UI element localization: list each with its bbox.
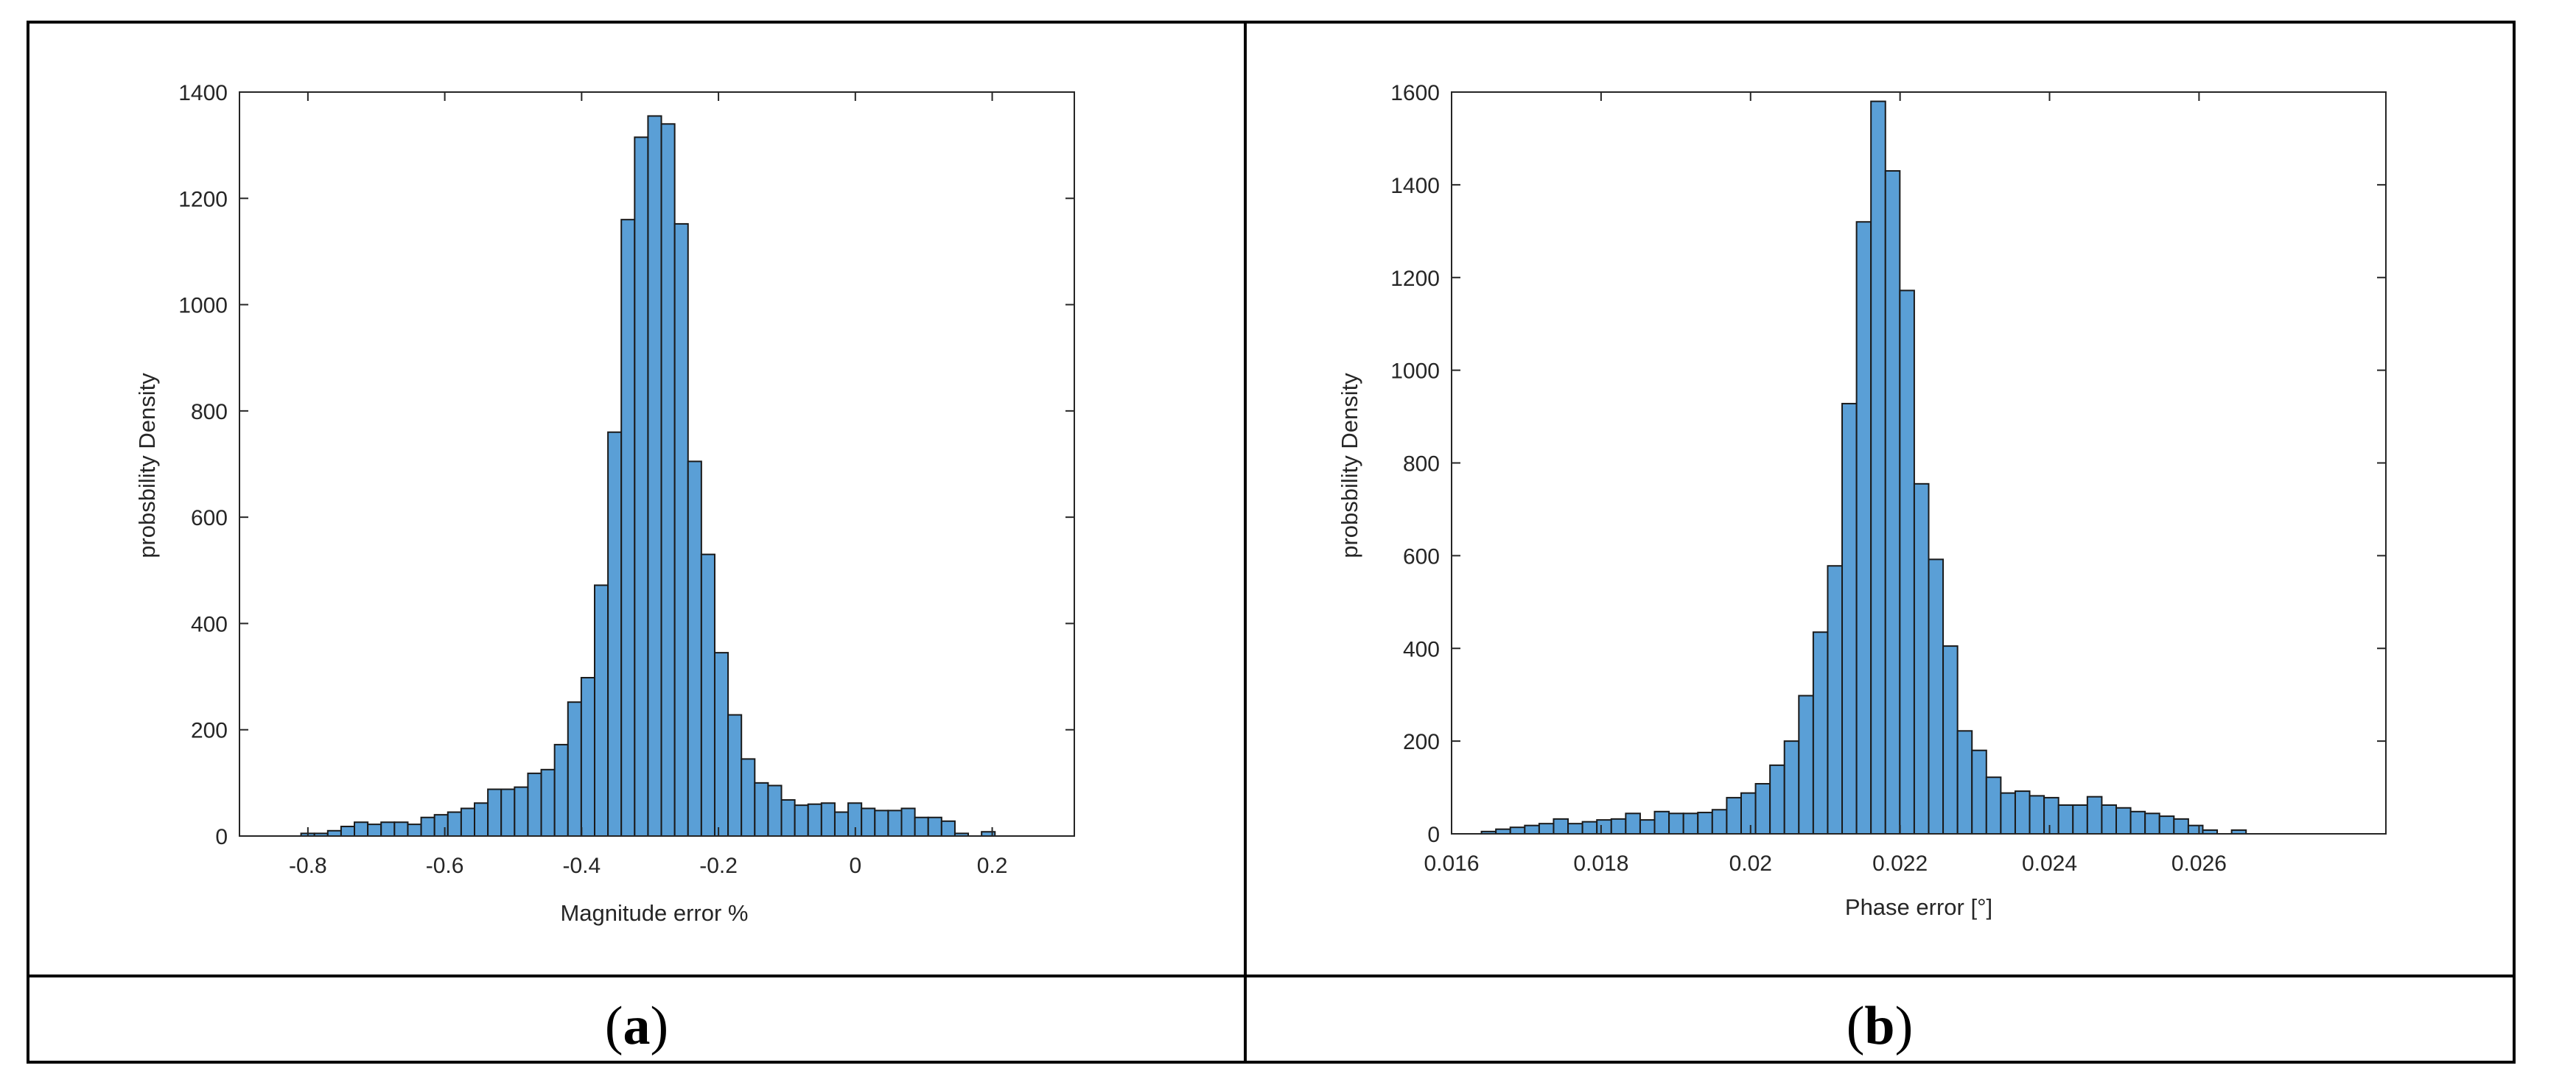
y-tick-label: 600: [191, 506, 228, 530]
y-tick-label: 400: [1403, 637, 1440, 661]
histogram-bar: [2144, 812, 2160, 835]
histogram-bar: [1985, 776, 2002, 835]
plot-area-a: -0.8 -0.6 -0.4 -0.2 0 0.2 0 200 400 600 800 1000 120…: [178, 81, 1075, 878]
histogram-bar: [2101, 804, 2118, 835]
x-tick-label: -0.6: [426, 854, 464, 878]
caption-b: (b): [1245, 986, 2514, 1067]
y-tick-label: 600: [1403, 544, 1440, 569]
histogram-bar: [1913, 482, 1930, 835]
y-axis-label: probsbility Density: [1337, 373, 1362, 558]
x-axis-label: Phase error [°]: [1845, 894, 1992, 920]
x-tick-label: 0.024: [2022, 852, 2077, 876]
histogram-bar: [1841, 402, 1858, 835]
histogram-bar: [1567, 823, 1583, 835]
histogram-bar: [1524, 824, 1540, 835]
y-tick-label: 400: [191, 612, 228, 636]
caption-a: (a): [28, 986, 1245, 1067]
y-tick-label: 0: [215, 825, 228, 849]
y-axis-label: probsbility Density: [134, 373, 160, 558]
histogram-bar: [1827, 565, 1844, 835]
histogram-bar: [1538, 823, 1555, 835]
x-tick-label: 0.02: [1729, 852, 1772, 876]
table-outer-border: [27, 21, 2516, 1064]
histogram-bar: [1653, 810, 1670, 835]
histogram-bar: [1928, 558, 1945, 835]
histogram-bar: [1610, 818, 1627, 835]
y-tick-label: 1600: [1390, 81, 1440, 105]
histogram-bar: [2072, 804, 2088, 835]
x-tick-label: 0: [849, 854, 861, 878]
y-tick-label: 1400: [178, 81, 228, 105]
histogram-bar: [1812, 631, 1829, 835]
histogram-bar: [1697, 812, 1713, 835]
caption-a-open: (: [604, 996, 623, 1056]
x-tick-label: -0.2: [699, 854, 738, 878]
y-tick-label: 200: [191, 719, 228, 743]
histogram-bar: [1711, 809, 1728, 835]
plot-area-b: 0.016 0.018 0.02 0.022 0.024 0.026 0 200 400 600 8…: [1390, 81, 2387, 876]
histogram-bar: [2000, 792, 2016, 835]
histogram-bar: [2129, 810, 2146, 835]
histogram-bar: [1625, 812, 1641, 835]
caption-a-letter: a: [623, 996, 651, 1056]
histogram-bar: [2173, 818, 2189, 835]
caption-b-open: (: [1846, 996, 1865, 1056]
histogram-bar: [2057, 804, 2074, 835]
x-axis-label: Magnitude error %: [560, 900, 748, 926]
histogram-bar: [2029, 795, 2045, 835]
y-tick-label: 800: [191, 400, 228, 424]
histogram-bar: [2014, 790, 2031, 835]
x-tick-label: 0.026: [2171, 852, 2227, 876]
histogram-bar: [1769, 764, 1785, 835]
x-tick-label: -0.8: [289, 854, 327, 878]
histogram-bar: [1884, 169, 1901, 835]
histogram-bar: [1639, 819, 1656, 835]
histogram-bar: [1668, 812, 1684, 835]
histogram-bar: [1596, 819, 1612, 835]
histogram-bar: [1870, 100, 1886, 835]
y-tick-label: 200: [1403, 730, 1440, 754]
y-tick-label: 1000: [178, 294, 228, 318]
histogram-bar: [1682, 812, 1699, 835]
y-tick-label: 1000: [1390, 359, 1440, 384]
histogram-bar: [1855, 221, 1872, 835]
axes-box: [239, 91, 1075, 837]
caption-a-close: ): [650, 996, 669, 1056]
histogram-bar: [1899, 289, 1915, 835]
histogram-bar: [1798, 695, 1814, 835]
y-tick-label: 800: [1403, 452, 1440, 477]
x-tick-label: 0.016: [1424, 852, 1479, 876]
x-tick-label: -0.4: [562, 854, 601, 878]
histogram-bar: [2043, 796, 2059, 835]
histogram-bar: [1553, 818, 1569, 835]
histogram-bar: [1509, 826, 1526, 835]
x-tick-label: 0.2: [977, 854, 1008, 878]
histogram-bar: [1754, 783, 1771, 835]
y-tick-label: 1200: [178, 187, 228, 211]
histogram-bar: [2115, 807, 2132, 835]
x-tick-label: 0.018: [1573, 852, 1628, 876]
histogram-bar: [1942, 645, 1959, 835]
histogram-bar: [1783, 740, 1800, 835]
y-tick-label: 1200: [1390, 267, 1440, 291]
histogram-bar: [1726, 796, 1742, 835]
caption-b-letter: b: [1864, 996, 1895, 1056]
y-tick-label: 1400: [1390, 174, 1440, 198]
histogram-bar: [2086, 796, 2103, 835]
histogram-bar: [1956, 730, 1973, 835]
histogram-bar: [2187, 824, 2204, 835]
histogram-bar: [1971, 749, 1987, 835]
x-tick-label: 0.022: [1872, 852, 1928, 876]
histogram-bar: [2158, 815, 2175, 835]
caption-b-close: ): [1894, 996, 1914, 1056]
histogram-bar: [1581, 821, 1598, 835]
histogram-bar: [1740, 792, 1757, 835]
y-tick-label: 0: [1427, 823, 1440, 847]
